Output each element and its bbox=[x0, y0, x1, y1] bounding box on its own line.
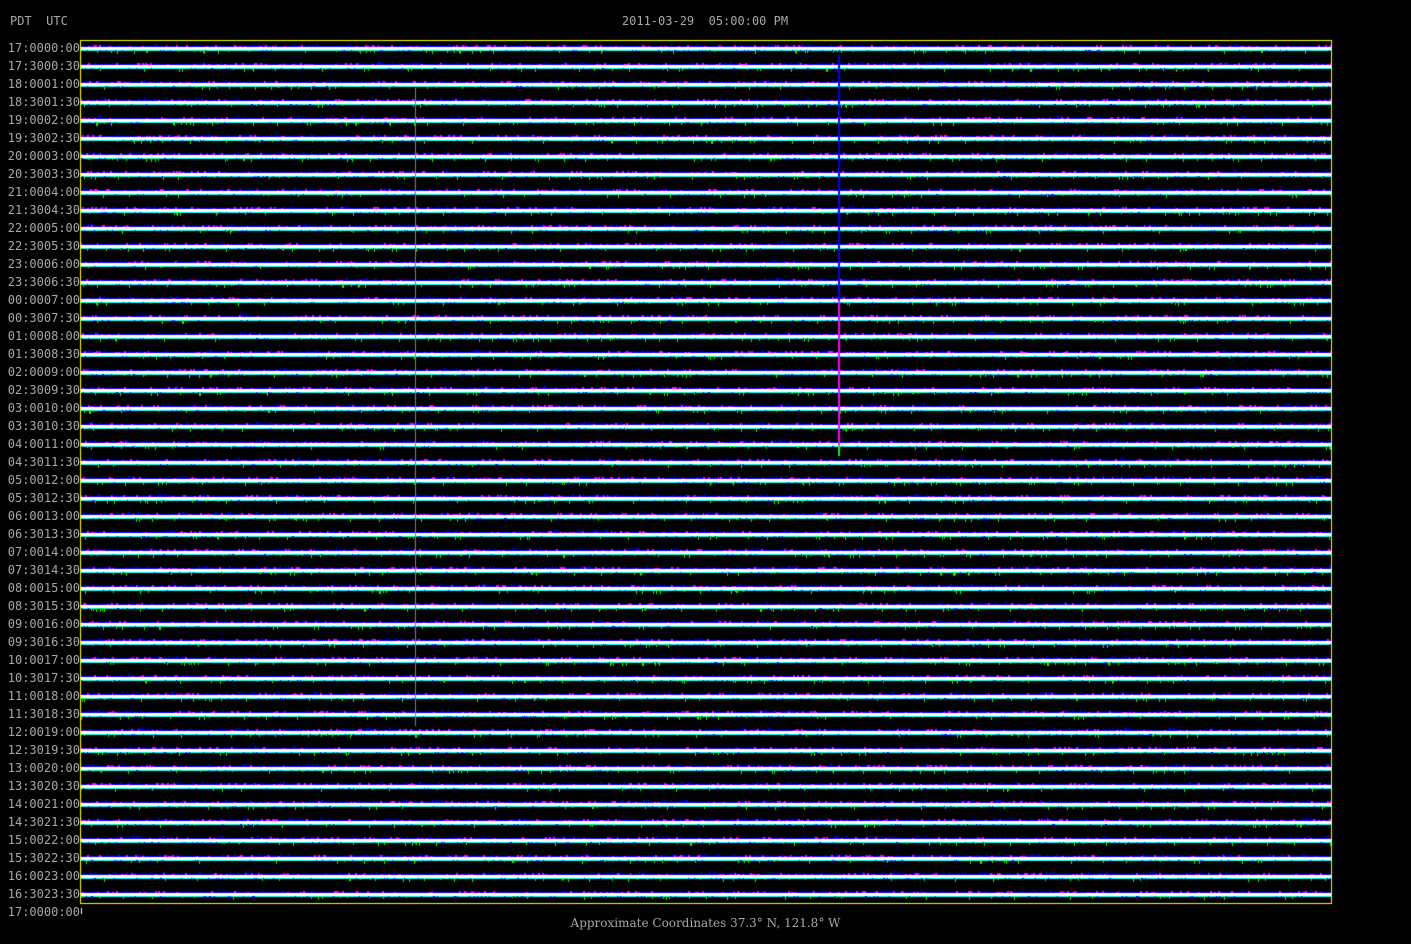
row-label: 01:3008:30 bbox=[7, 347, 80, 361]
row-label: 09:3016:30 bbox=[7, 635, 80, 649]
row-labels: 17:0000:00 17:3000:30 18:0001:00 18:3001:30… bbox=[0, 0, 80, 944]
row-label: 09:0016:00 bbox=[7, 617, 80, 631]
row-label: 06:0013:00 bbox=[7, 509, 80, 523]
timezone-header: PDT UTC bbox=[10, 14, 68, 28]
row-label: 12:0019:00 bbox=[7, 725, 80, 739]
chart-title: 2011-03-29 05:00:00 PM bbox=[621, 14, 789, 28]
row-label: 03:3010:30 bbox=[7, 419, 80, 433]
row-label: 23:0006:00 bbox=[7, 257, 80, 271]
row-label: 19:3002:30 bbox=[7, 131, 80, 145]
row-label: 14:3021:30 bbox=[7, 815, 80, 829]
row-label: 17:0000:00 bbox=[7, 905, 80, 919]
row-label: 05:0012:00 bbox=[7, 473, 80, 487]
row-label: 23:3006:30 bbox=[7, 275, 80, 289]
row-label: 03:0010:00 bbox=[7, 401, 80, 415]
row-label: 13:0020:00 bbox=[7, 761, 80, 775]
row-label: 05:3012:30 bbox=[7, 491, 80, 505]
row-label: 15:3022:30 bbox=[7, 851, 80, 865]
coordinates-footer: Approximate Coordinates 37.3° N, 121.8° … bbox=[570, 916, 841, 930]
row-label: 04:0011:00 bbox=[7, 437, 80, 451]
row-label: 07:3014:30 bbox=[7, 563, 80, 577]
row-label: 10:3017:30 bbox=[7, 671, 80, 685]
row-label: 16:3023:30 bbox=[7, 887, 80, 901]
row-label: 20:3003:30 bbox=[7, 167, 80, 181]
row-label: 02:0009:00 bbox=[7, 365, 80, 379]
row-label: 12:3019:30 bbox=[7, 743, 80, 757]
row-label: 06:3013:30 bbox=[7, 527, 80, 541]
row-label: 13:3020:30 bbox=[7, 779, 80, 793]
row-label: 17:0000:00 bbox=[7, 41, 80, 55]
row-label: 22:3005:30 bbox=[7, 239, 80, 253]
row-label: 11:0018:00 bbox=[7, 689, 80, 703]
row-label: 01:0008:00 bbox=[7, 329, 80, 343]
row-label: 00:0007:00 bbox=[7, 293, 80, 307]
row-label: 00:3007:30 bbox=[7, 311, 80, 325]
row-label: 11:3018:30 bbox=[7, 707, 80, 721]
row-label: 15:0022:00 bbox=[7, 833, 80, 847]
row-label: 21:3004:30 bbox=[7, 203, 80, 217]
row-label: 08:3015:30 bbox=[7, 599, 80, 613]
row-label: 16:0023:00 bbox=[7, 869, 80, 883]
row-label: 04:3011:30 bbox=[7, 455, 80, 469]
row-label: 20:0003:00 bbox=[7, 149, 80, 163]
row-label: 07:0014:00 bbox=[7, 545, 80, 559]
row-label: 14:0021:00 bbox=[7, 797, 80, 811]
row-label: 18:0001:00 bbox=[7, 77, 80, 91]
row-label: 17:3000:30 bbox=[7, 59, 80, 73]
row-label: 21:0004:00 bbox=[7, 185, 80, 199]
row-label: 02:3009:30 bbox=[7, 383, 80, 397]
row-label: 19:0002:00 bbox=[7, 113, 80, 127]
row-label: 22:0005:00 bbox=[7, 221, 80, 235]
row-label: 18:3001:30 bbox=[7, 95, 80, 109]
row-label: 10:0017:00 bbox=[7, 653, 80, 667]
row-label: 08:0015:00 bbox=[7, 581, 80, 595]
